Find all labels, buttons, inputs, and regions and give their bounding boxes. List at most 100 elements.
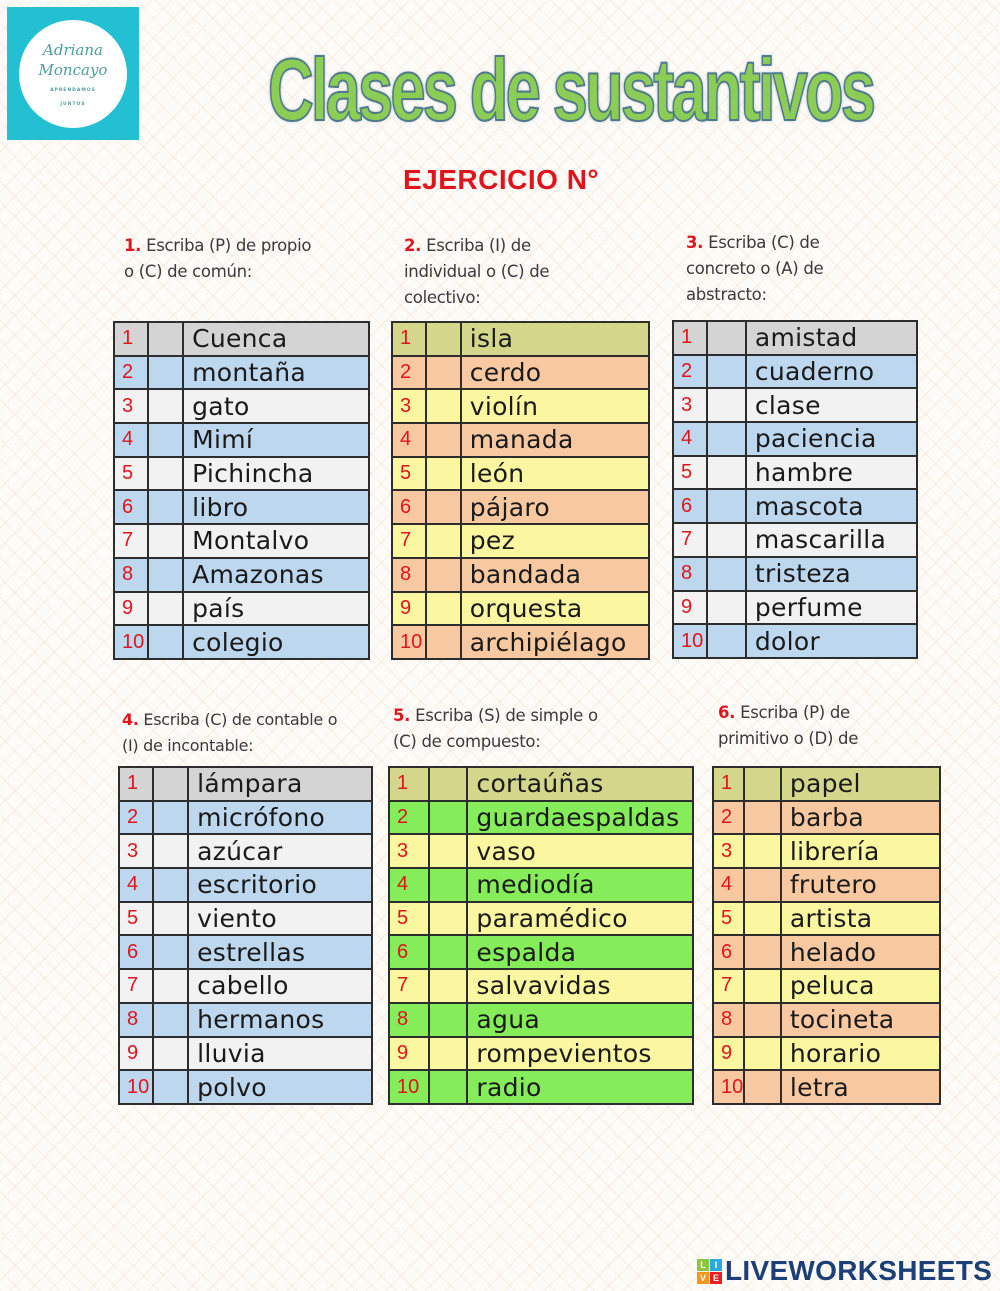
answer-input[interactable] xyxy=(429,869,467,901)
answer-cell[interactable] xyxy=(151,968,190,1004)
answer-cell[interactable] xyxy=(427,1035,469,1072)
answer-input[interactable] xyxy=(707,490,745,523)
answer-cell[interactable] xyxy=(151,1001,190,1038)
answer-input[interactable] xyxy=(153,768,188,800)
answer-cell[interactable] xyxy=(427,867,469,903)
answer-input[interactable] xyxy=(426,626,460,658)
answer-input[interactable] xyxy=(426,491,460,524)
answer-cell[interactable] xyxy=(743,900,782,937)
answer-input[interactable] xyxy=(707,591,745,624)
answer-cell[interactable] xyxy=(151,1035,190,1072)
answer-input[interactable] xyxy=(153,1003,188,1036)
answer-input[interactable] xyxy=(745,801,780,834)
answer-cell[interactable] xyxy=(743,833,782,870)
answer-input[interactable] xyxy=(426,323,460,355)
answer-cell[interactable] xyxy=(743,1069,782,1105)
answer-input[interactable] xyxy=(429,970,467,1002)
answer-cell[interactable] xyxy=(705,488,747,525)
answer-input[interactable] xyxy=(426,356,460,389)
answer-input[interactable] xyxy=(429,768,467,800)
answer-cell[interactable] xyxy=(146,321,185,357)
answer-cell[interactable] xyxy=(151,900,190,937)
answer-cell[interactable] xyxy=(424,354,462,391)
answer-cell[interactable] xyxy=(427,833,469,870)
answer-input[interactable] xyxy=(745,768,780,800)
answer-cell[interactable] xyxy=(146,590,185,627)
answer-cell[interactable] xyxy=(424,388,462,425)
answer-input[interactable] xyxy=(148,323,183,355)
answer-cell[interactable] xyxy=(151,867,190,903)
answer-input[interactable] xyxy=(148,558,183,591)
answer-cell[interactable] xyxy=(151,833,190,870)
answer-input[interactable] xyxy=(707,524,745,556)
answer-input[interactable] xyxy=(153,936,188,969)
answer-cell[interactable] xyxy=(427,1069,469,1105)
answer-input[interactable] xyxy=(429,1037,467,1070)
answer-input[interactable] xyxy=(153,1037,188,1070)
answer-input[interactable] xyxy=(429,936,467,969)
answer-input[interactable] xyxy=(745,1003,780,1036)
answer-input[interactable] xyxy=(153,970,188,1002)
answer-cell[interactable] xyxy=(705,522,747,558)
answer-input[interactable] xyxy=(153,1071,188,1103)
answer-input[interactable] xyxy=(153,835,188,868)
answer-input[interactable] xyxy=(148,592,183,625)
answer-cell[interactable] xyxy=(424,455,462,492)
answer-input[interactable] xyxy=(148,491,183,524)
answer-input[interactable] xyxy=(153,801,188,834)
answer-cell[interactable] xyxy=(151,766,190,802)
answer-input[interactable] xyxy=(429,801,467,834)
answer-cell[interactable] xyxy=(146,455,185,492)
answer-input[interactable] xyxy=(426,457,460,490)
answer-input[interactable] xyxy=(426,592,460,625)
answer-input[interactable] xyxy=(148,424,183,456)
answer-cell[interactable] xyxy=(705,320,747,356)
answer-cell[interactable] xyxy=(146,624,185,660)
answer-input[interactable] xyxy=(429,902,467,935)
answer-cell[interactable] xyxy=(705,555,747,592)
answer-cell[interactable] xyxy=(743,1001,782,1038)
answer-cell[interactable] xyxy=(146,354,185,391)
answer-input[interactable] xyxy=(148,390,183,423)
answer-cell[interactable] xyxy=(424,624,462,660)
answer-cell[interactable] xyxy=(705,387,747,424)
answer-input[interactable] xyxy=(148,626,183,658)
answer-input[interactable] xyxy=(707,423,745,455)
answer-cell[interactable] xyxy=(151,1069,190,1105)
answer-cell[interactable] xyxy=(427,934,469,971)
answer-cell[interactable] xyxy=(705,454,747,491)
answer-cell[interactable] xyxy=(743,799,782,836)
answer-cell[interactable] xyxy=(151,934,190,971)
answer-input[interactable] xyxy=(429,1071,467,1103)
answer-input[interactable] xyxy=(745,1071,780,1103)
answer-input[interactable] xyxy=(745,869,780,901)
answer-cell[interactable] xyxy=(424,523,462,559)
answer-cell[interactable] xyxy=(424,590,462,627)
answer-input[interactable] xyxy=(153,902,188,935)
answer-cell[interactable] xyxy=(743,968,782,1004)
answer-cell[interactable] xyxy=(146,489,185,526)
answer-input[interactable] xyxy=(148,356,183,389)
answer-input[interactable] xyxy=(707,389,745,422)
answer-input[interactable] xyxy=(426,558,460,591)
answer-cell[interactable] xyxy=(146,388,185,425)
answer-cell[interactable] xyxy=(146,422,185,458)
answer-input[interactable] xyxy=(426,525,460,557)
answer-cell[interactable] xyxy=(424,422,462,458)
answer-cell[interactable] xyxy=(427,799,469,836)
answer-input[interactable] xyxy=(745,1037,780,1070)
answer-cell[interactable] xyxy=(705,623,747,659)
answer-cell[interactable] xyxy=(743,934,782,971)
answer-input[interactable] xyxy=(148,525,183,557)
answer-cell[interactable] xyxy=(146,523,185,559)
answer-input[interactable] xyxy=(426,424,460,456)
answer-input[interactable] xyxy=(707,625,745,657)
answer-input[interactable] xyxy=(745,970,780,1002)
answer-input[interactable] xyxy=(707,557,745,590)
answer-cell[interactable] xyxy=(705,421,747,457)
answer-cell[interactable] xyxy=(705,589,747,626)
answer-input[interactable] xyxy=(707,456,745,489)
answer-cell[interactable] xyxy=(743,766,782,802)
answer-input[interactable] xyxy=(429,835,467,868)
answer-input[interactable] xyxy=(745,835,780,868)
